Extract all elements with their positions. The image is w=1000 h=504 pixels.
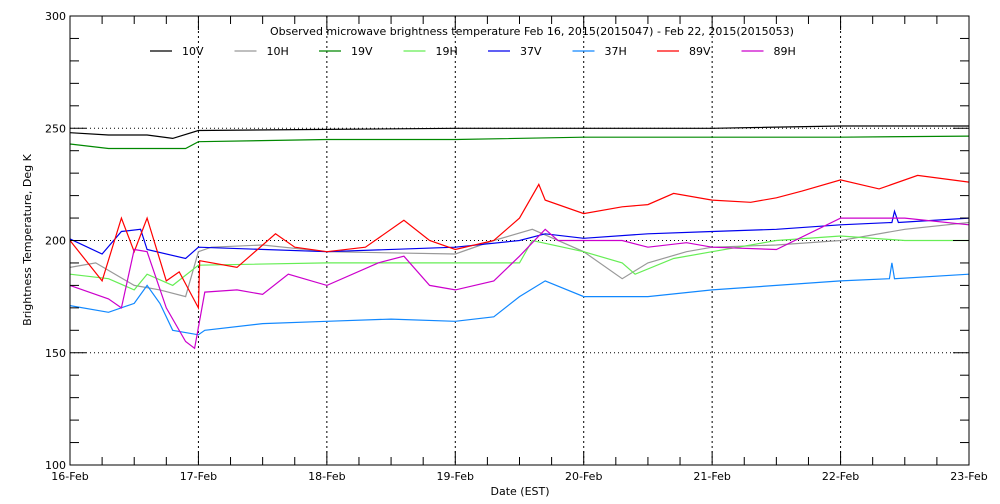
x-tick-label: 20-Feb xyxy=(565,470,602,483)
chart-title: Observed microwave brightness temperatur… xyxy=(270,25,794,38)
y-tick-label: 150 xyxy=(45,347,66,360)
legend-label-10H: 10H xyxy=(267,45,289,58)
x-tick-labels: 16-Feb 17-Feb 18-Feb 19-Feb 20-Feb 21-Feb 22-F… xyxy=(51,470,987,483)
y-axis-label: Brightness Temperature, Deg K xyxy=(21,153,34,325)
x-tick-label: 17-Feb xyxy=(180,470,217,483)
legend-label-89H: 89H xyxy=(774,45,796,58)
legend-label-89V: 89V xyxy=(689,45,711,58)
x-tick-label: 22-Feb xyxy=(822,470,859,483)
series-line-37H xyxy=(69,262,970,336)
y-tick-label: 100 xyxy=(45,459,66,472)
series-line-89V xyxy=(69,174,970,311)
legend: 10V 10H 19V 19H 37V 37H 89V 89H xyxy=(150,45,796,58)
x-axis-label: Date (EST) xyxy=(490,485,549,498)
x-tick-label: 18-Feb xyxy=(308,470,345,483)
legend-label-37H: 37H xyxy=(605,45,627,58)
series-line-10V xyxy=(69,125,969,140)
x-tick-label: 23-Feb xyxy=(950,470,987,483)
y-tick-labels: 100 150 200 250 300 xyxy=(45,10,66,472)
axis-ticks xyxy=(69,15,970,466)
series-line-89H xyxy=(69,217,970,350)
series-lines xyxy=(69,125,970,350)
x-tick-label: 19-Feb xyxy=(437,470,474,483)
legend-label-37V: 37V xyxy=(520,45,542,58)
legend-label-19V: 19V xyxy=(351,45,373,58)
series-line-19H xyxy=(69,235,969,291)
y-tick-label: 300 xyxy=(45,10,66,23)
series-line-10H xyxy=(69,221,970,298)
x-tick-label: 21-Feb xyxy=(693,470,730,483)
x-tick-label: 16-Feb xyxy=(51,470,88,483)
legend-label-10V: 10V xyxy=(182,45,204,58)
y-tick-label: 250 xyxy=(45,122,66,135)
series-line-19V xyxy=(69,135,970,150)
legend-label-19H: 19H xyxy=(436,45,458,58)
y-tick-label: 200 xyxy=(45,235,66,248)
